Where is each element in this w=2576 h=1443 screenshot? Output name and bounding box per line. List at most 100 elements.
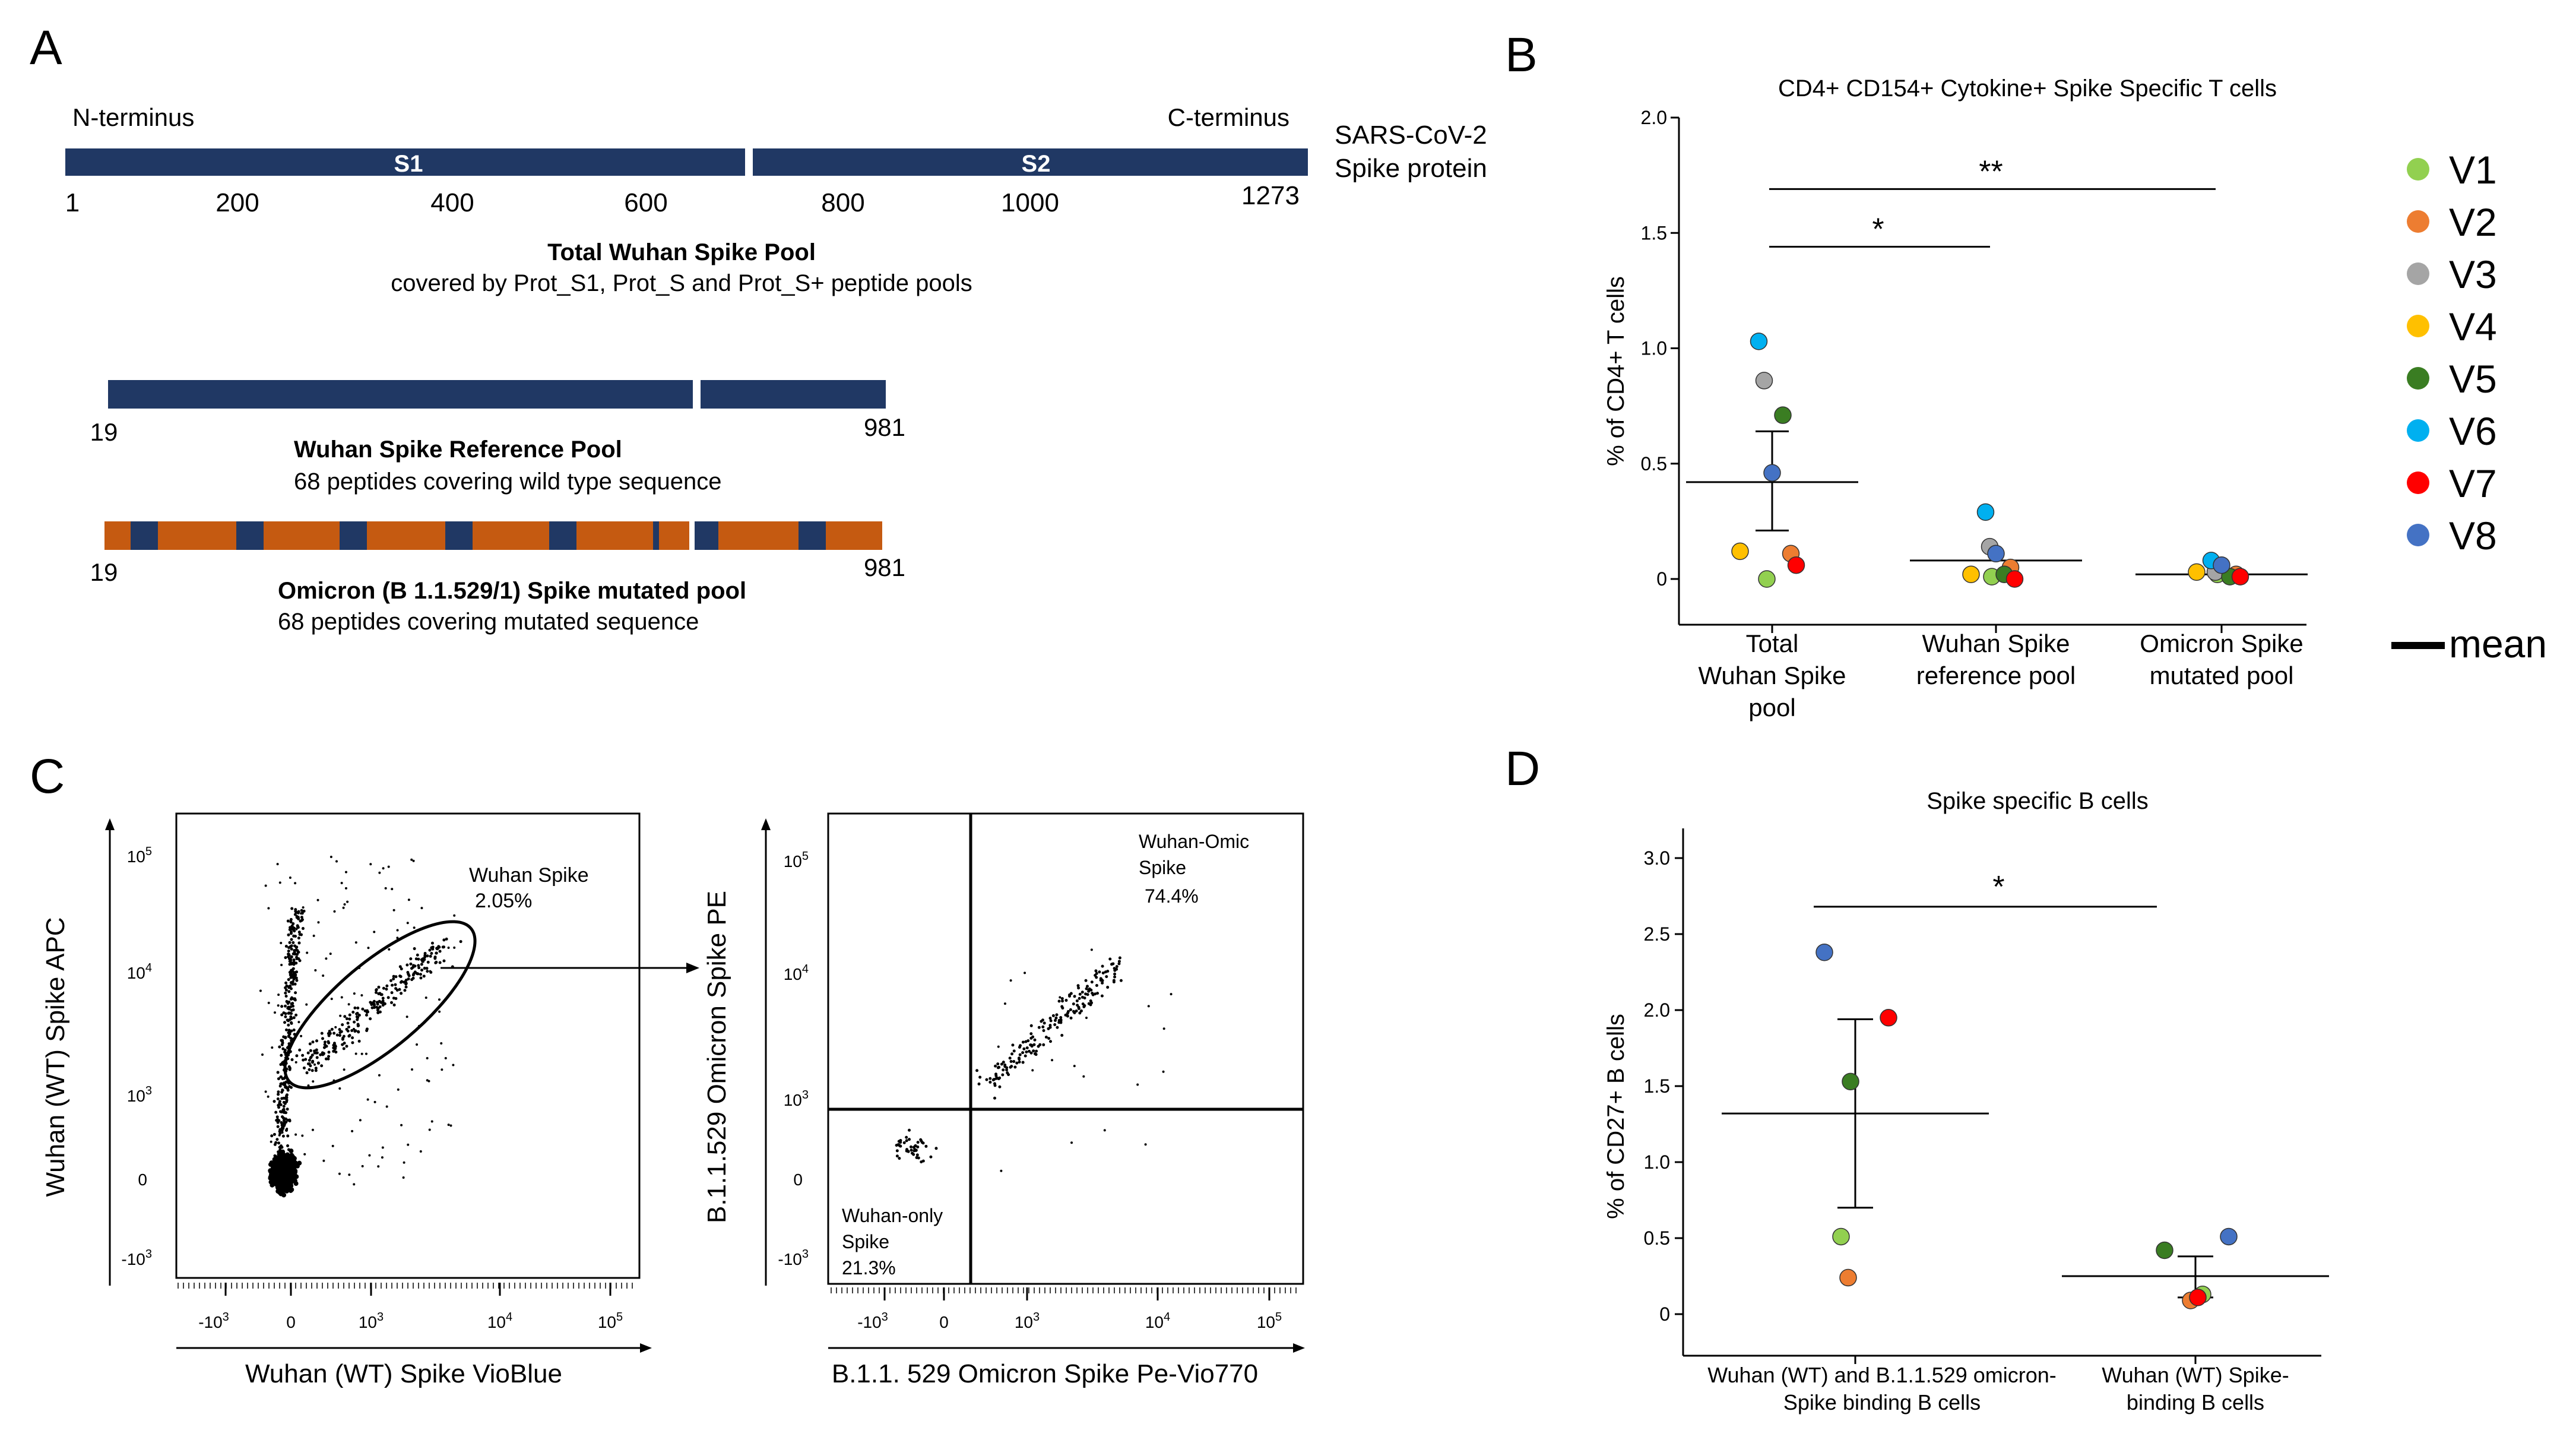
- panel-c-letter: C: [30, 749, 65, 803]
- legend-label-v2: V2: [2449, 200, 2497, 244]
- flow-right-frame: [827, 812, 1304, 1285]
- reference-pool-title: Wuhan Spike Reference Pool: [294, 436, 622, 463]
- data-point-v4: [1731, 542, 1749, 561]
- flow-left-tick-marks: [178, 1283, 633, 1296]
- quadrant-lower-percent: 21.3%: [842, 1257, 896, 1279]
- legend-label-v4: V4: [2449, 305, 2497, 349]
- wuhan-spike-gate[interactable]: [262, 895, 499, 1113]
- total-pool-title: Total Wuhan Spike Pool: [547, 239, 816, 265]
- chart-d-title: Spike specific B cells: [1927, 788, 2148, 814]
- omicron-bar-s1: [104, 521, 689, 550]
- n-terminus-label: N-terminus: [72, 103, 194, 131]
- data-point-v7: [1787, 556, 1805, 574]
- legend: V1 V2 V3 V4 V5 V6 V7 V8 mean: [2391, 148, 2547, 666]
- flow-right-x-arrowhead: [1293, 1343, 1305, 1353]
- significance-label: *: [1872, 213, 1884, 247]
- panel-c: C Wuhan (WT) Spike APC Wuhan (WT) Spike …: [30, 749, 1305, 1388]
- s1-domain-bar: [65, 148, 745, 176]
- panel-a-letter: A: [30, 21, 62, 75]
- chart-b-title: CD4+ CD154+ Cytokine+ Spike Specific T c…: [1778, 75, 2277, 102]
- quadrant-lower-label-2: Spike: [842, 1231, 889, 1252]
- legend-swatch-v5: [2407, 367, 2429, 390]
- data-point-v6: [1750, 333, 1768, 350]
- panel-a: A N-terminus C-terminus SARS-CoV-2 Spike…: [30, 21, 1487, 635]
- flow-right-xlabel: B.1.1. 529 Omicron Spike Pe-Vio770: [832, 1359, 1258, 1388]
- gate-name-label: Wuhan Spike: [469, 864, 589, 887]
- data-point-v4: [1962, 565, 1980, 583]
- protein-name-line1: SARS-CoV-2: [1335, 121, 1487, 150]
- legend-swatch-v6: [2407, 419, 2429, 442]
- legend-label-v8: V8: [2449, 514, 2497, 558]
- gate-arrowhead: [686, 963, 699, 973]
- svg-text:104: 104: [487, 1311, 512, 1331]
- svg-text:105: 105: [127, 845, 152, 866]
- data-point-v7: [2005, 570, 2024, 588]
- residue-tick: 1: [65, 188, 80, 217]
- svg-text:0: 0: [138, 1170, 147, 1189]
- data-point-v5: [1842, 1072, 1859, 1091]
- panel-d: D Spike specific B cells % of CD27+ B ce…: [1505, 742, 2329, 1414]
- omicron-pool-subtitle: 68 peptides covering mutated sequence: [278, 609, 699, 635]
- data-point-v8: [2213, 556, 2230, 574]
- significance-label: **: [1979, 154, 2003, 189]
- chart-d-marks: 0 0.5 1.0 1.5 2.0 2.5 3.0 Wuhan (WT) and B.1.1.…: [1644, 847, 2329, 1414]
- svg-text:105: 105: [1257, 1311, 1282, 1331]
- flow-right-y-ticks: 105 104 103 0 -103: [778, 850, 809, 1268]
- legend-swatch-v8: [2407, 524, 2429, 546]
- omicron-start-label: 19: [90, 558, 118, 586]
- data-point-v1: [1758, 570, 1776, 588]
- y-tick-label: 1.0: [1641, 338, 1667, 359]
- flow-right-events: [895, 948, 1173, 1172]
- data-point-v7: [2231, 568, 2249, 586]
- reference-end-label: 981: [864, 413, 905, 441]
- residue-tick: 1273: [1241, 181, 1300, 210]
- flow-left-events: [259, 856, 462, 1198]
- legend-label-v5: V5: [2449, 357, 2497, 401]
- panel-b-letter: B: [1505, 28, 1538, 82]
- y-tick-label: 0: [1656, 568, 1667, 590]
- x-category-label: reference pool: [1916, 662, 2076, 689]
- x-category-label: Omicron Spike: [2140, 629, 2303, 657]
- y-tick-label: 2.5: [1644, 923, 1670, 945]
- omicron-pool-bar: [104, 521, 882, 550]
- flow-right-y-arrowhead: [761, 818, 771, 830]
- s1-label: S1: [394, 151, 423, 177]
- legend-swatch-v4: [2407, 315, 2429, 337]
- data-point-v5: [2156, 1241, 2173, 1260]
- data-point-v8: [1763, 464, 1781, 482]
- x-category-label: pool: [1748, 694, 1795, 721]
- quadrant-upper-percent: 74.4%: [1145, 885, 1199, 907]
- residue-tick: 200: [216, 188, 259, 217]
- data-point-v6: [1976, 503, 1995, 521]
- svg-text:0: 0: [286, 1313, 296, 1331]
- residue-axis: 1 200 400 600 800 1000 1273: [65, 181, 1300, 217]
- flow-left-ylabel: Wuhan (WT) Spike APC: [41, 917, 70, 1197]
- y-tick-label: 2.0: [1641, 107, 1667, 128]
- chart-d-ylabel: % of CD27+ B cells: [1603, 1014, 1629, 1219]
- y-tick-label: 2.0: [1644, 999, 1670, 1021]
- reference-start-label: 19: [90, 418, 118, 446]
- data-point-v8: [1987, 545, 2005, 563]
- data-point-v8: [1815, 943, 1833, 961]
- data-point-v5: [1774, 406, 1792, 424]
- svg-text:-103: -103: [778, 1248, 809, 1268]
- legend-label-v6: V6: [2449, 409, 2497, 453]
- legend-swatch-v3: [2407, 262, 2429, 285]
- flow-right-x-ticks: -103 0 103 104 105: [857, 1311, 1282, 1331]
- flow-right-ylabel: B.1.1.529 Omicron Spike PE: [702, 891, 731, 1223]
- y-tick-label: 1.5: [1641, 222, 1667, 243]
- flow-left-xlabel: Wuhan (WT) Spike VioBlue: [245, 1359, 562, 1388]
- legend-swatch-v2: [2407, 210, 2429, 233]
- panel-b: B CD4+ CD154+ Cytokine+ Spike Specific T…: [1505, 28, 2308, 721]
- flow-plot-left: Wuhan (WT) Spike APC Wuhan (WT) Spike Vi…: [41, 812, 699, 1388]
- svg-text:-103: -103: [857, 1311, 888, 1331]
- total-pool-subtitle: covered by Prot_S1, Prot_S and Prot_S+ p…: [391, 270, 972, 296]
- flow-left-frame: [175, 812, 641, 1279]
- x-category-label: Wuhan Spike: [1922, 629, 2070, 657]
- reference-pool-subtitle: 68 peptides covering wild type sequence: [294, 469, 721, 495]
- data-point-v7: [2189, 1289, 2207, 1306]
- significance-label: *: [1992, 870, 2004, 904]
- residue-tick: 600: [624, 188, 667, 217]
- reference-pool-bar-s1: [108, 380, 693, 409]
- quadrant-upper-label-1: Wuhan-Omic: [1139, 831, 1249, 852]
